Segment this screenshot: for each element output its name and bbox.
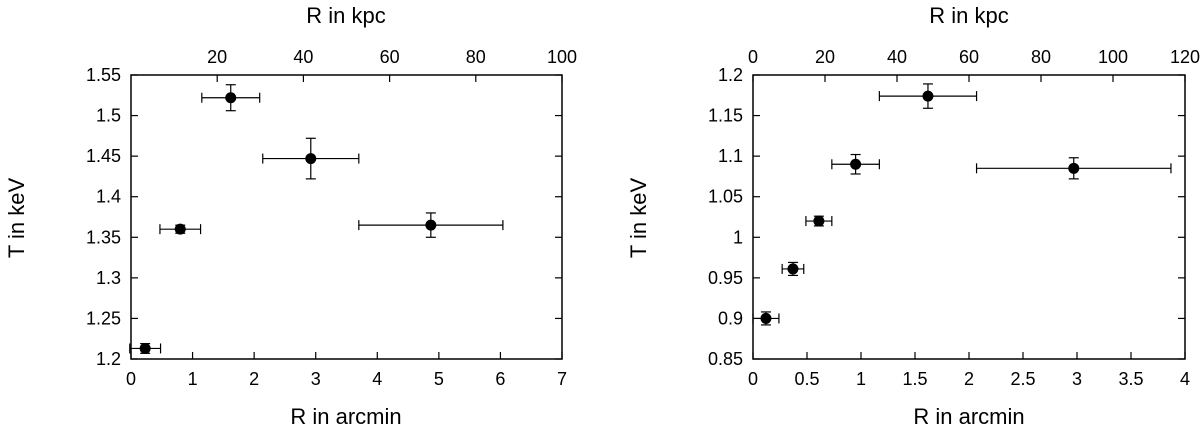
right-y-tick-label: 1.1 <box>718 146 743 166</box>
left-y-tick-label: 1.2 <box>96 349 121 369</box>
left-x-tick-label: 3 <box>311 369 321 389</box>
right-y-tick-label: 1.2 <box>718 65 743 85</box>
data-marker <box>813 215 825 227</box>
left-y-tick-label: 1.55 <box>86 65 121 85</box>
data-marker <box>225 92 237 104</box>
data-marker <box>174 223 186 235</box>
left-data-point-4 <box>262 137 360 180</box>
left-y-tick-label: 1.3 <box>96 268 121 288</box>
right-x-tick-label: 0 <box>748 369 758 389</box>
left-top-tick-label: 100 <box>547 47 577 67</box>
left-y-tick-label: 1.45 <box>86 146 121 166</box>
left-top-axis-title: R in kpc <box>306 3 385 28</box>
right-data-point-3 <box>805 215 833 227</box>
left-x-tick-label: 0 <box>126 369 136 389</box>
data-marker <box>139 342 151 354</box>
right-data-point-6 <box>975 157 1172 180</box>
left-y-axis-title: T in keV <box>4 178 29 259</box>
left-data-point-1 <box>129 342 162 354</box>
left-top-tick-label: 80 <box>466 47 486 67</box>
left-y-tick-label: 1.35 <box>86 227 121 247</box>
left-y-tick-label: 1.5 <box>96 106 121 126</box>
right-x-tick-label: 3.5 <box>1118 369 1143 389</box>
left-x-tick-label: 2 <box>249 369 259 389</box>
right-x-axis-title: R in arcmin <box>913 404 1024 429</box>
right-data-point-1 <box>752 311 780 326</box>
right-panel: R in arcmin R in kpc T in keV 0 0.5 1 1.5 2 2… <box>626 3 1200 429</box>
left-x-tick-label: 5 <box>434 369 444 389</box>
right-y-tick-label: 1 <box>733 227 743 247</box>
right-y-tick-label: 0.9 <box>718 308 743 328</box>
data-marker <box>760 312 772 324</box>
data-marker <box>1068 162 1080 174</box>
data-marker <box>425 219 437 231</box>
right-y-tick-label: 1.15 <box>708 106 743 126</box>
left-x-tick-label: 1 <box>188 369 198 389</box>
right-y-tick-label: 0.95 <box>708 268 743 288</box>
right-data-point-4 <box>831 153 880 175</box>
data-marker <box>787 263 799 275</box>
right-top-tick-label: 100 <box>1098 47 1128 67</box>
left-x-axis-title: R in arcmin <box>290 404 401 429</box>
right-x-tick-label: 4 <box>1180 369 1190 389</box>
right-top-tick-label: 20 <box>815 47 835 67</box>
right-x-tick-label: 1 <box>856 369 866 389</box>
right-x-tick-label: 0.5 <box>794 369 819 389</box>
right-x-tick-label: 3 <box>1072 369 1082 389</box>
right-y-tick-label: 0.85 <box>708 349 743 369</box>
left-top-tick-label: 20 <box>207 47 227 67</box>
data-marker <box>922 90 934 102</box>
left-panel: R in arcmin R in kpc T in keV 0 1 2 3 4 5 6 7 20… <box>4 3 577 429</box>
left-top-tick-label: 60 <box>380 47 400 67</box>
data-marker <box>850 158 862 170</box>
right-data-point-2 <box>781 261 805 277</box>
right-x-tick-label: 2.5 <box>1010 369 1035 389</box>
right-y-tick-label: 1.05 <box>708 187 743 207</box>
left-y-tick-label: 1.25 <box>86 308 121 328</box>
right-data-point-5 <box>878 83 978 109</box>
right-top-tick-label: 80 <box>1031 47 1051 67</box>
right-top-tick-label: 120 <box>1170 47 1200 67</box>
right-top-tick-label: 40 <box>887 47 907 67</box>
right-top-tick-label: 0 <box>748 47 758 67</box>
left-plot-frame <box>130 74 563 360</box>
left-x-tick-label: 7 <box>557 369 567 389</box>
left-top-tick-label: 40 <box>293 47 313 67</box>
left-x-tick-label: 4 <box>372 369 382 389</box>
right-x-tick-label: 2 <box>964 369 974 389</box>
right-y-axis-title: T in keV <box>626 178 651 259</box>
left-x-tick-label: 6 <box>495 369 505 389</box>
left-data-point-3 <box>201 84 261 112</box>
left-y-tick-label: 1.4 <box>96 187 121 207</box>
right-top-axis-title: R in kpc <box>929 3 1008 28</box>
right-x-tick-label: 1.5 <box>902 369 927 389</box>
left-data-point-5 <box>358 212 504 238</box>
right-top-tick-label: 60 <box>959 47 979 67</box>
left-data-point-2 <box>159 223 202 235</box>
data-marker <box>305 153 317 165</box>
